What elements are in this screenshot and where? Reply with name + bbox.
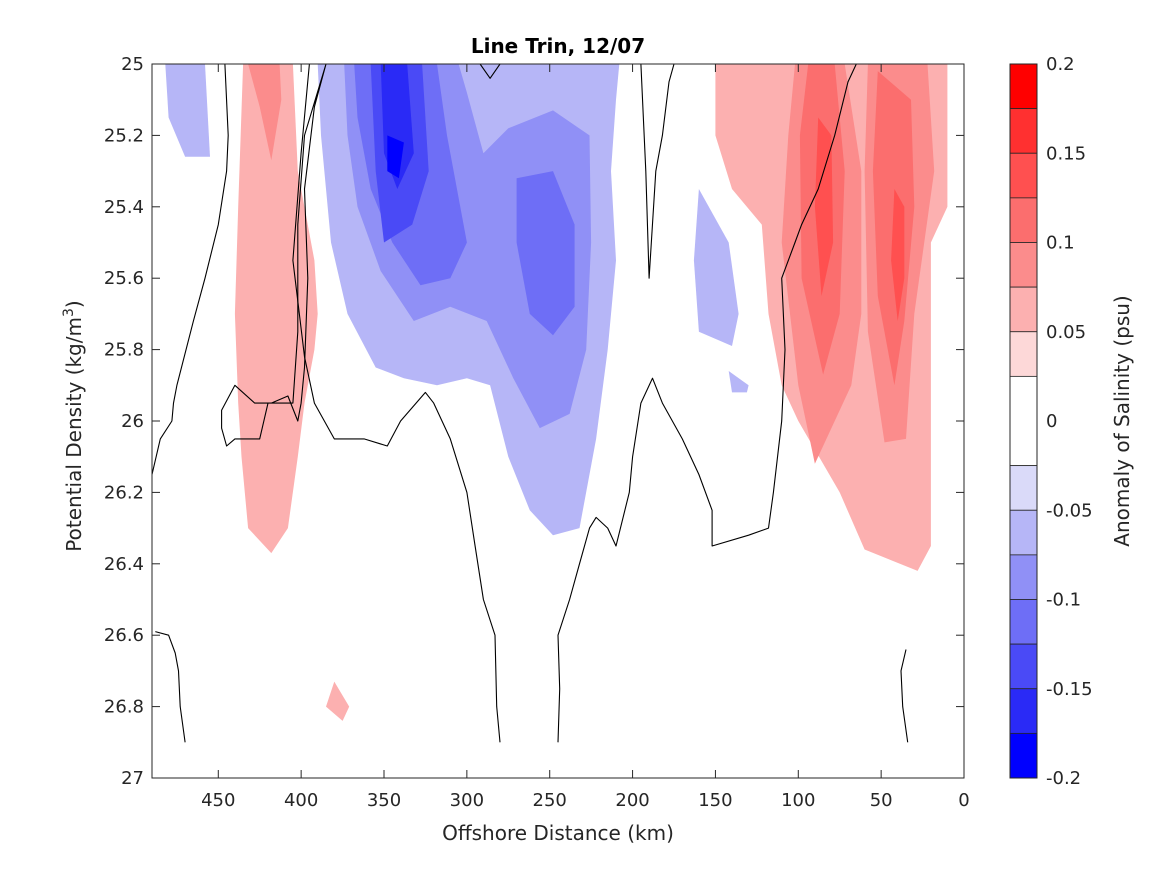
colorbar-segment [1009,599,1038,645]
x-tick-label: 200 [615,790,649,811]
colorbar-frame [1009,63,1038,779]
zero-contour-west-loop [221,64,327,447]
x-tick-label: 100 [781,790,815,811]
x-tick-label: 300 [450,790,484,811]
colorbar-tick-label: 0 [1046,411,1057,432]
colorbar-segment [1009,331,1038,377]
colorbar-segment [1009,197,1038,243]
colorbar-segment [1009,152,1038,199]
colorbar-tick-label: 0.05 [1046,322,1086,343]
x-tick-label: 150 [698,790,732,811]
zero-contour-center-east [557,64,857,743]
colorbar-segment [1009,286,1038,333]
y-tick-label: 26 [121,411,144,432]
y-tick-label: 25.6 [104,268,144,289]
anomaly-neg-0.1-secondary [516,171,575,336]
x-tick-label: 450 [201,790,235,811]
y-tick-label: 26.2 [104,482,144,503]
y-tick-label: 26.6 [104,625,144,646]
colorbar-segment [1009,108,1038,154]
anomaly-neg-0.05-small-a [693,189,739,346]
anomaly-pos-0.125-inshore-a [814,117,834,296]
x-axis-label: Offshore Distance (km) [442,821,674,845]
colorbar-tick-label: -0.15 [1046,679,1093,700]
colorbar-label: Anomaly of Salinity (psu) [1110,295,1134,546]
anomaly-pos-0.05-offshore-b [234,64,318,554]
colorbar-segment [1009,643,1038,690]
colorbar-tick-label: -0.1 [1046,590,1081,611]
y-tick-label: 25.2 [104,125,144,146]
y-axis: 25 25.2 25.4 25.6 25.8 26 26.2 26.4 26.6 26.8 27 [104,54,964,789]
anomaly-pos-0.125-inshore-b [891,189,905,321]
colorbar-segment [1009,509,1038,556]
x-tick-label: 250 [533,790,567,811]
colorbar [1009,63,1038,779]
colorbar-ticks: 0.2 0.15 0.1 0.05 0 -0.05 -0.1 -0.15 -0.2 [1046,54,1093,789]
chart-title: Line Trin, 12/07 [471,34,645,58]
colorbar-tick-label: 0.1 [1046,233,1075,254]
y-tick-label: 27 [121,768,144,789]
y-axis-label: Potential Density (kg/m3) [61,300,86,551]
anomaly-pos-0.075-offshore-b [248,64,282,161]
colorbar-segment [1009,63,1038,110]
x-tick-label: 0 [958,790,969,811]
y-tick-label: 26.8 [104,697,144,718]
zero-contour-top-notch [479,64,501,79]
x-tick-label: 50 [870,790,893,811]
colorbar-tick-label: 0.15 [1046,143,1086,164]
y-tick-label: 25 [121,54,144,75]
colorbar-segment [1009,242,1038,288]
zero-contour-group [152,64,909,743]
colorbar-tick-label: -0.2 [1046,768,1081,789]
anomaly-neg-0.175-core [387,135,404,179]
colorbar-tick-label: 0.2 [1046,54,1075,75]
zero-contour-offshore-deep [155,631,186,743]
colorbar-segment [1009,732,1038,779]
anomaly-neg-0.05-small-b [728,371,749,393]
y-tick-label: 25.4 [104,197,144,218]
anomaly-pos-0.05-patch-c [326,681,350,721]
zero-contour-center-west [292,64,501,743]
x-tick-label: 350 [367,790,401,811]
zero-contour-offshore-west [152,64,229,475]
contour-fill-group [165,64,948,721]
x-tick-label: 400 [284,790,318,811]
x-axis: 450 400 350 300 250 200 150 100 50 0 [201,64,970,811]
colorbar-segment [1009,688,1038,734]
anomaly-neg-0.05-offshore-a [165,64,210,157]
colorbar-segment [1009,465,1038,511]
zero-contour-trough [640,64,675,279]
zero-contour-inshore-deep [900,649,909,743]
colorbar-tick-label: -0.05 [1046,500,1093,521]
colorbar-segment [1009,554,1038,600]
y-tick-label: 25.8 [104,340,144,361]
y-tick-label: 26.4 [104,554,144,575]
colorbar-segment [1009,375,1038,467]
